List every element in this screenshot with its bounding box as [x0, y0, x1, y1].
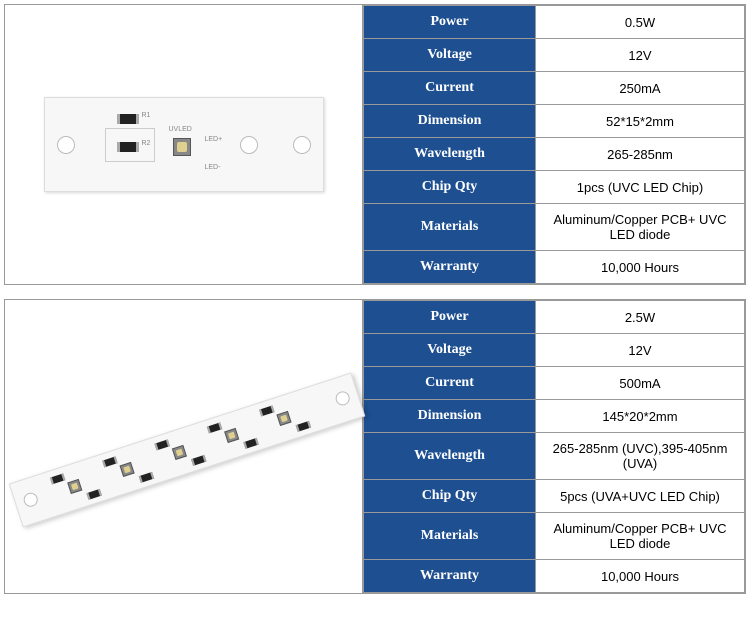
- spec-label: Chip Qty: [364, 171, 536, 204]
- table-row: Warranty 10,000 Hours: [364, 251, 745, 284]
- spec-value: 250mA: [536, 72, 745, 105]
- spec-label: Power: [364, 6, 536, 39]
- spec-label: Current: [364, 72, 536, 105]
- spec-label: Wavelength: [364, 433, 536, 480]
- spec-value: 12V: [536, 334, 745, 367]
- spec-label: Voltage: [364, 39, 536, 72]
- product-block: Power 2.5W Voltage 12V Current 500mA Dim…: [4, 299, 746, 594]
- pcb-long-illustration: [19, 347, 349, 547]
- table-row: Warranty 10,000 Hours: [364, 560, 745, 593]
- spec-label: Materials: [364, 204, 536, 251]
- spec-label: Power: [364, 301, 536, 334]
- table-row: Chip Qty 1pcs (UVC LED Chip): [364, 171, 745, 204]
- spec-label: Current: [364, 367, 536, 400]
- spec-table: Power 2.5W Voltage 12V Current 500mA Dim…: [363, 300, 745, 593]
- spec-label: Wavelength: [364, 138, 536, 171]
- spec-value: 10,000 Hours: [536, 251, 745, 284]
- spec-value: Aluminum/Copper PCB+ UVC LED diode: [536, 513, 745, 560]
- table-row: Wavelength 265-285nm: [364, 138, 745, 171]
- spec-table: Power 0.5W Voltage 12V Current 250mA Dim…: [363, 5, 745, 284]
- spec-value: 1pcs (UVC LED Chip): [536, 171, 745, 204]
- table-row: Wavelength 265-285nm (UVC),395-405nm (UV…: [364, 433, 745, 480]
- spec-value: 5pcs (UVA+UVC LED Chip): [536, 480, 745, 513]
- table-row: Dimension 52*15*2mm: [364, 105, 745, 138]
- spec-label: Dimension: [364, 105, 536, 138]
- table-row: Current 500mA: [364, 367, 745, 400]
- table-row: Dimension 145*20*2mm: [364, 400, 745, 433]
- spec-value: 10,000 Hours: [536, 560, 745, 593]
- spec-value: 500mA: [536, 367, 745, 400]
- spec-label: Warranty: [364, 251, 536, 284]
- product-image-cell: [5, 300, 363, 593]
- spec-label: Dimension: [364, 400, 536, 433]
- spec-label: Materials: [364, 513, 536, 560]
- spec-value: 52*15*2mm: [536, 105, 745, 138]
- spec-value: 265-285nm (UVC),395-405nm (UVA): [536, 433, 745, 480]
- table-row: Voltage 12V: [364, 334, 745, 367]
- spec-value: 12V: [536, 39, 745, 72]
- spec-value: 265-285nm: [536, 138, 745, 171]
- spec-value: 0.5W: [536, 6, 745, 39]
- spec-label: Voltage: [364, 334, 536, 367]
- product-image-cell: R1 R2 UVLED LED+ LED-: [5, 5, 363, 284]
- spec-value: 145*20*2mm: [536, 400, 745, 433]
- pcb-short-illustration: R1 R2 UVLED LED+ LED-: [44, 97, 324, 192]
- table-row: Materials Aluminum/Copper PCB+ UVC LED d…: [364, 513, 745, 560]
- table-row: Chip Qty 5pcs (UVA+UVC LED Chip): [364, 480, 745, 513]
- table-row: Current 250mA: [364, 72, 745, 105]
- spec-label: Chip Qty: [364, 480, 536, 513]
- spec-value: 2.5W: [536, 301, 745, 334]
- product-block: R1 R2 UVLED LED+ LED- Power 0.5W Voltage…: [4, 4, 746, 285]
- spec-label: Warranty: [364, 560, 536, 593]
- table-row: Materials Aluminum/Copper PCB+ UVC LED d…: [364, 204, 745, 251]
- spec-value: Aluminum/Copper PCB+ UVC LED diode: [536, 204, 745, 251]
- table-row: Power 0.5W: [364, 6, 745, 39]
- table-row: Voltage 12V: [364, 39, 745, 72]
- table-row: Power 2.5W: [364, 301, 745, 334]
